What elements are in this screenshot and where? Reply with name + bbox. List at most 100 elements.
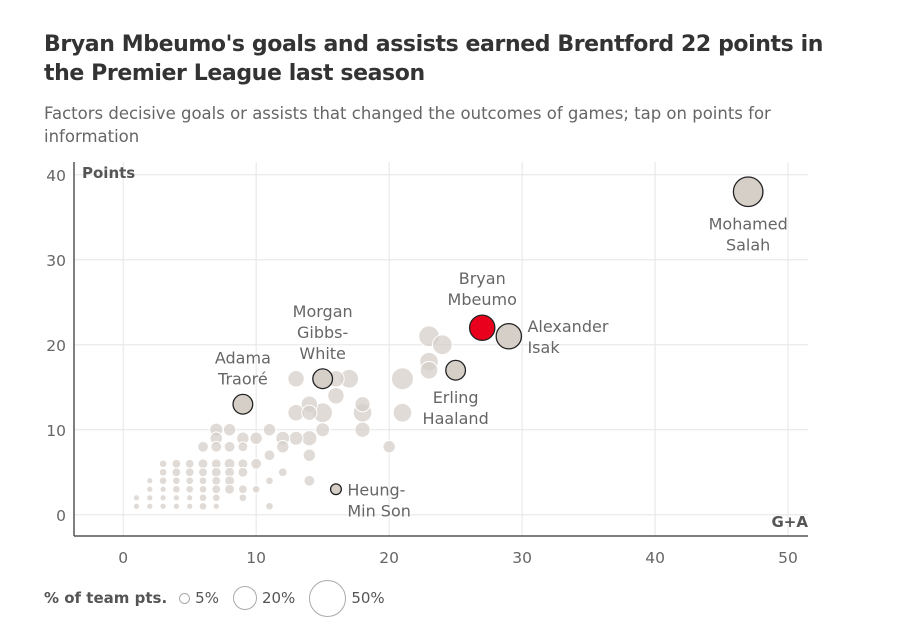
data-point — [184, 467, 195, 478]
data-point — [302, 448, 317, 462]
data-point — [146, 494, 154, 502]
data-point — [146, 502, 154, 510]
data-point — [212, 502, 220, 510]
y-axis-label: Points — [82, 164, 135, 182]
point-label: Erling — [433, 388, 479, 407]
x-tick-label: 20 — [379, 549, 399, 567]
y-tick-label: 20 — [46, 337, 66, 355]
x-tick-label: 30 — [512, 549, 532, 567]
point-label: Bryan — [459, 269, 506, 288]
bubbles — [132, 176, 764, 511]
point-label: Gibbs- — [297, 323, 348, 342]
data-point — [265, 501, 274, 511]
data-point — [146, 485, 154, 493]
data-point — [197, 458, 209, 470]
data-point — [132, 502, 141, 510]
data-point — [171, 458, 182, 469]
data-point — [222, 423, 237, 437]
chart-subtitle: Factors decisive goals or assists that c… — [44, 104, 771, 146]
data-point — [250, 457, 263, 470]
data-point — [184, 458, 195, 469]
x-tick-label: 50 — [778, 549, 798, 567]
legend-item-5: 5% — [179, 589, 227, 607]
data-point — [419, 360, 439, 380]
data-point — [172, 502, 180, 510]
data-point — [263, 449, 276, 462]
data-point — [159, 502, 167, 510]
highlighted-point — [495, 322, 523, 350]
point-labels: Mohamed Salah Bryan Mbeumo Alexander Isak Erli… — [215, 215, 788, 521]
data-point — [431, 334, 453, 356]
legend-text: 50% — [351, 589, 385, 607]
data-point — [262, 423, 277, 437]
highlighted-point — [312, 368, 334, 390]
data-point — [265, 476, 274, 486]
point-label: Min Son — [347, 501, 411, 520]
data-point — [223, 440, 236, 453]
data-point — [390, 367, 414, 391]
point-label: Traoré — [217, 369, 268, 388]
legend-item-50: 50% — [309, 579, 392, 617]
x-tick-label: 40 — [645, 549, 665, 567]
legend-circle-medium — [232, 586, 257, 610]
data-point — [158, 476, 168, 486]
data-point — [249, 431, 263, 445]
data-point — [211, 493, 221, 503]
highlighted-point — [329, 483, 342, 496]
data-point — [172, 494, 180, 502]
data-point — [276, 440, 290, 454]
data-point — [287, 370, 305, 388]
data-point — [185, 484, 194, 494]
data-point — [159, 485, 167, 493]
data-point — [237, 484, 248, 495]
data-point — [315, 422, 331, 438]
legend-circle-large — [309, 579, 347, 617]
data-point — [211, 475, 222, 486]
highlighted-point — [445, 359, 467, 381]
data-point — [327, 387, 345, 405]
point-label: Morgan — [293, 302, 353, 321]
data-point — [277, 467, 288, 478]
data-point — [301, 430, 318, 447]
data-point — [198, 467, 208, 478]
data-point — [198, 476, 208, 486]
data-point — [210, 440, 223, 453]
data-point — [198, 501, 208, 511]
legend-label: % of team pts. — [44, 589, 168, 607]
point-label: Salah — [726, 236, 770, 255]
x-tick-label: 0 — [118, 549, 128, 567]
data-point — [301, 404, 318, 421]
point-label: Mohamed — [709, 215, 788, 234]
data-point — [224, 483, 235, 495]
grid — [74, 162, 808, 536]
data-point — [211, 484, 222, 495]
data-point — [392, 402, 413, 423]
data-point — [159, 494, 167, 502]
y-tick-label: 30 — [46, 252, 66, 270]
legend-text: 5% — [195, 589, 219, 607]
data-point — [172, 484, 181, 494]
point-label: Haaland — [423, 409, 489, 428]
data-point — [237, 466, 249, 478]
data-point — [185, 476, 194, 486]
point-label: Alexander — [527, 317, 608, 336]
point-label: Isak — [527, 338, 560, 357]
data-point — [158, 467, 168, 477]
data-point — [251, 484, 261, 494]
point-label: Heung- — [347, 480, 405, 499]
x-axis-label: G+A — [772, 513, 809, 531]
axes: 0 10 20 30 40 50 0 10 20 30 40 Points G+A — [46, 162, 808, 567]
point-label: White — [299, 344, 346, 363]
y-tick-label: 10 — [46, 422, 66, 440]
data-point — [132, 494, 141, 502]
legend-circle-small — [179, 592, 191, 604]
highlighted-point — [232, 393, 254, 415]
chart-title: Bryan Mbeumo's goals and assists earned … — [44, 32, 824, 86]
highlighted-point — [732, 176, 764, 208]
data-point — [172, 476, 181, 486]
point-label: Adama — [215, 348, 271, 367]
point-label: Mbeumo — [448, 290, 517, 309]
data-point — [354, 396, 371, 413]
data-point — [210, 466, 222, 478]
